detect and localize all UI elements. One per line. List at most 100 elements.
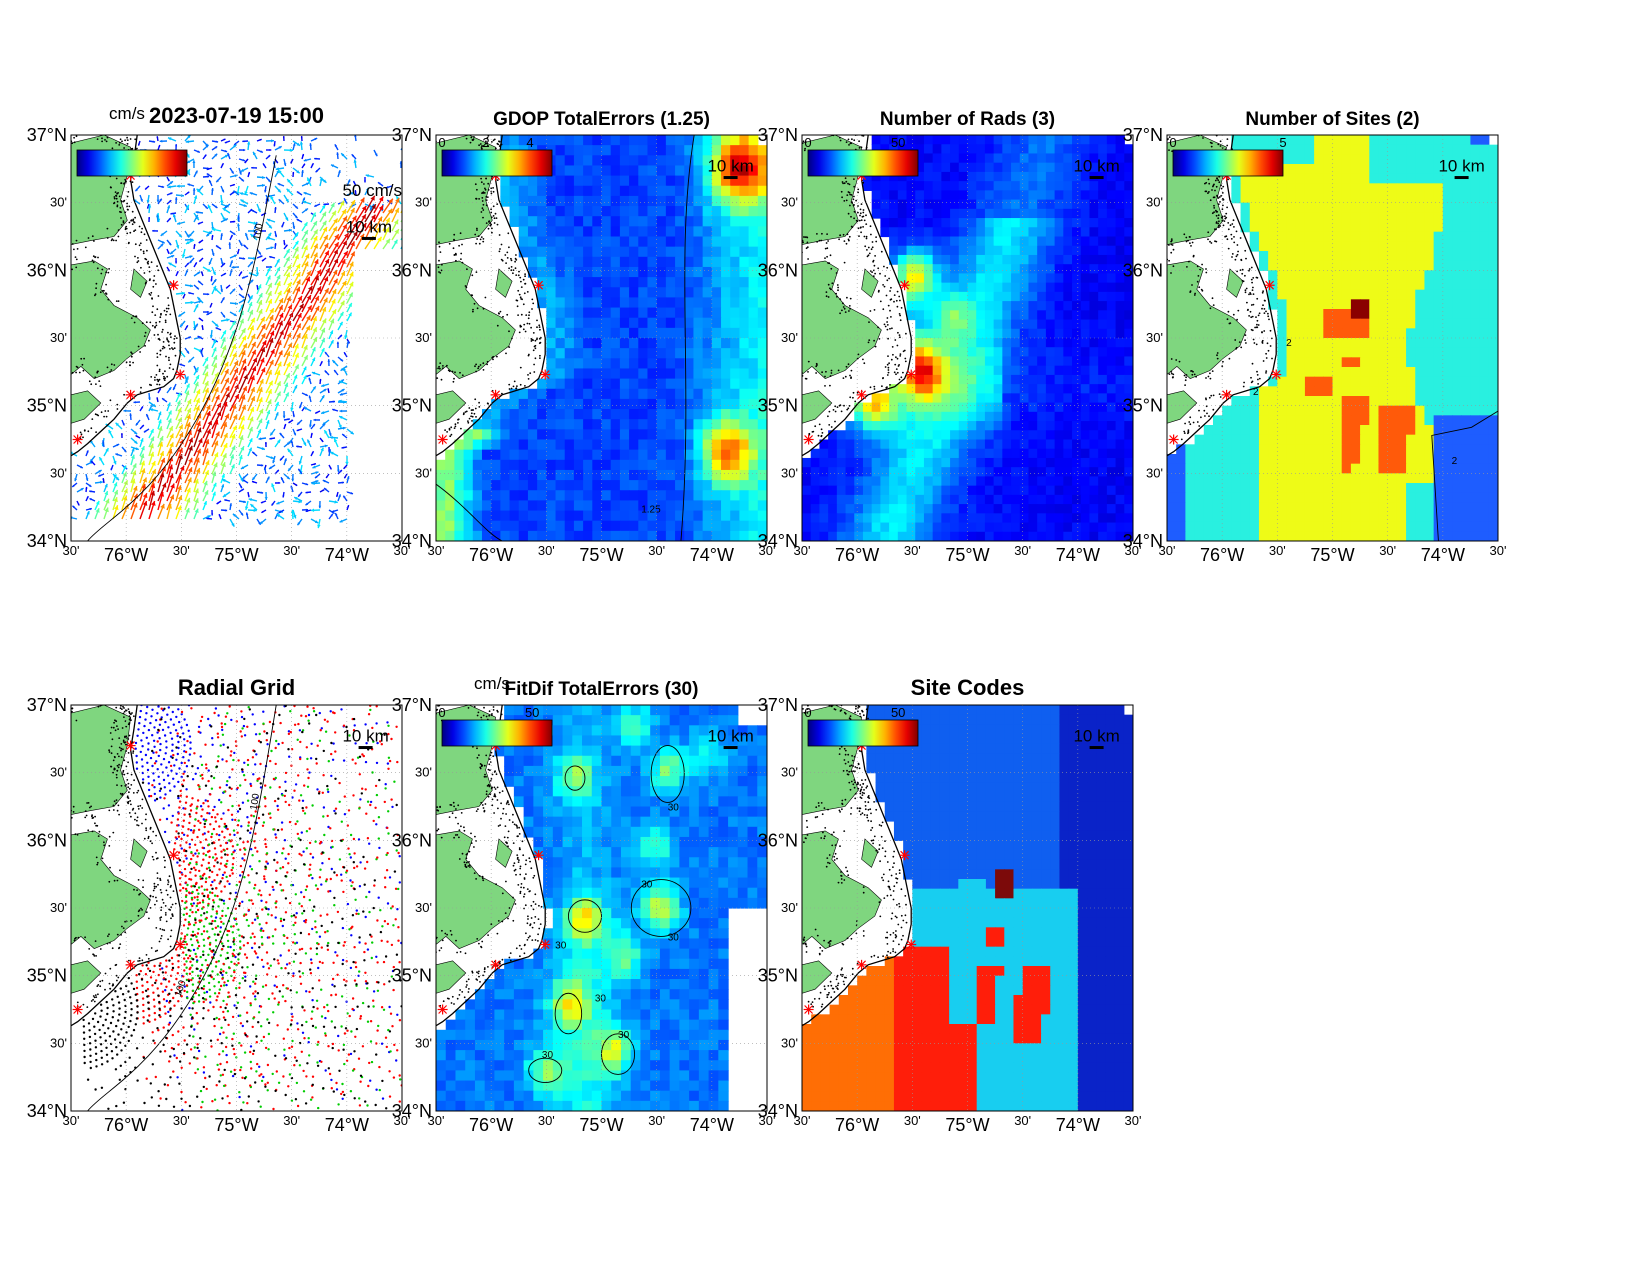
data-cell: [1124, 208, 1133, 219]
vector-head: [278, 298, 283, 304]
data-cell: [573, 277, 584, 288]
data-cell: [583, 409, 593, 420]
data-cell: [889, 144, 899, 155]
data-cell: [665, 480, 676, 491]
data-cell: [647, 317, 658, 329]
vector-head: [196, 188, 201, 193]
vector-head: [177, 392, 181, 397]
vector-head: [247, 141, 251, 145]
vector-head: [121, 433, 123, 435]
data-cell: [573, 520, 584, 532]
shoreline-dot: [471, 409, 474, 411]
vector-head: [186, 154, 190, 158]
data-cell: [1098, 227, 1108, 238]
data-cell: [647, 398, 658, 410]
data-cell: [665, 530, 676, 541]
data-cell: [984, 218, 995, 228]
data-cell: [684, 409, 695, 420]
shoreline-dot: [120, 223, 123, 226]
data-cell: [739, 459, 750, 471]
data-cell: [546, 409, 557, 420]
vector-head: [305, 509, 308, 512]
data-cell: [1011, 208, 1021, 219]
data-cell: [730, 135, 741, 146]
vector-head: [86, 496, 89, 499]
data-cell: [592, 135, 603, 146]
data-cell: [976, 199, 986, 210]
vector-head: [287, 342, 292, 348]
data-cell: [665, 368, 676, 380]
data-cell: [546, 266, 557, 278]
vector-head: [266, 218, 271, 222]
data-cell: [748, 246, 759, 258]
data-cell: [684, 246, 695, 258]
data-cell: [711, 266, 722, 278]
data-cell: [1063, 144, 1073, 155]
data-cell: [739, 155, 750, 167]
data-cell: [897, 144, 908, 155]
data-cell: [684, 307, 695, 319]
data-cell: [1106, 338, 1117, 348]
vector-head: [195, 468, 201, 473]
data-cell: [638, 490, 649, 501]
data-cell: [897, 245, 908, 256]
vector-head: [277, 189, 281, 193]
vector-head: [286, 264, 291, 270]
data-cell: [509, 419, 520, 430]
shoreline-dot: [129, 138, 132, 140]
data-cell: [656, 145, 667, 156]
data-cell: [647, 439, 658, 451]
data-cell: [941, 264, 951, 275]
data-cell: [546, 439, 557, 451]
data-cell: [923, 208, 934, 219]
data-cell: [610, 277, 621, 288]
vector-head: [305, 491, 308, 494]
vector-head: [330, 514, 333, 517]
shoreline-dot: [452, 247, 455, 250]
data-cell: [537, 378, 547, 390]
shoreline-dot: [460, 258, 462, 260]
data-cell: [757, 165, 767, 177]
data-cell: [1063, 365, 1073, 376]
vector-head: [179, 439, 184, 445]
vector-head: [209, 305, 212, 308]
data-cell: [976, 153, 986, 164]
vector-head: [231, 336, 236, 342]
data-cell: [923, 162, 934, 173]
shoreline-dot: [491, 141, 493, 143]
shoreline-dot: [136, 147, 138, 150]
shoreline-dot: [106, 237, 109, 239]
vector-head: [300, 136, 303, 138]
shoreline-dot: [484, 187, 486, 190]
data-cell: [1054, 365, 1064, 376]
shoreline-dot: [534, 347, 537, 350]
x-tick-label: 30': [63, 543, 80, 558]
data-cell: [967, 199, 977, 210]
shoreline-dot: [113, 201, 116, 204]
data-cell: [564, 500, 575, 512]
vector-head: [285, 217, 289, 221]
data-cell: [445, 469, 455, 481]
data-cell: [638, 480, 649, 491]
data-cell: [711, 469, 722, 481]
data-cell: [1002, 356, 1012, 367]
shoreline-dot: [137, 345, 140, 348]
shoreline-dot: [138, 225, 141, 228]
shoreline-dot: [507, 232, 510, 235]
data-cell: [638, 185, 649, 197]
shoreline-dot: [490, 208, 492, 211]
vector-head: [339, 409, 343, 413]
data-cell: [1072, 144, 1082, 155]
shoreline-dot: [438, 245, 441, 248]
shoreline-dot: [165, 313, 167, 316]
data-cell: [984, 273, 995, 284]
shoreline-dot: [490, 211, 493, 214]
data-cell: [1089, 153, 1099, 164]
shoreline-dot: [81, 363, 84, 366]
data-cell: [950, 236, 960, 247]
data-cell: [1080, 301, 1091, 311]
data-cell: [592, 155, 603, 167]
data-cell: [527, 398, 538, 410]
data-cell: [976, 135, 986, 145]
